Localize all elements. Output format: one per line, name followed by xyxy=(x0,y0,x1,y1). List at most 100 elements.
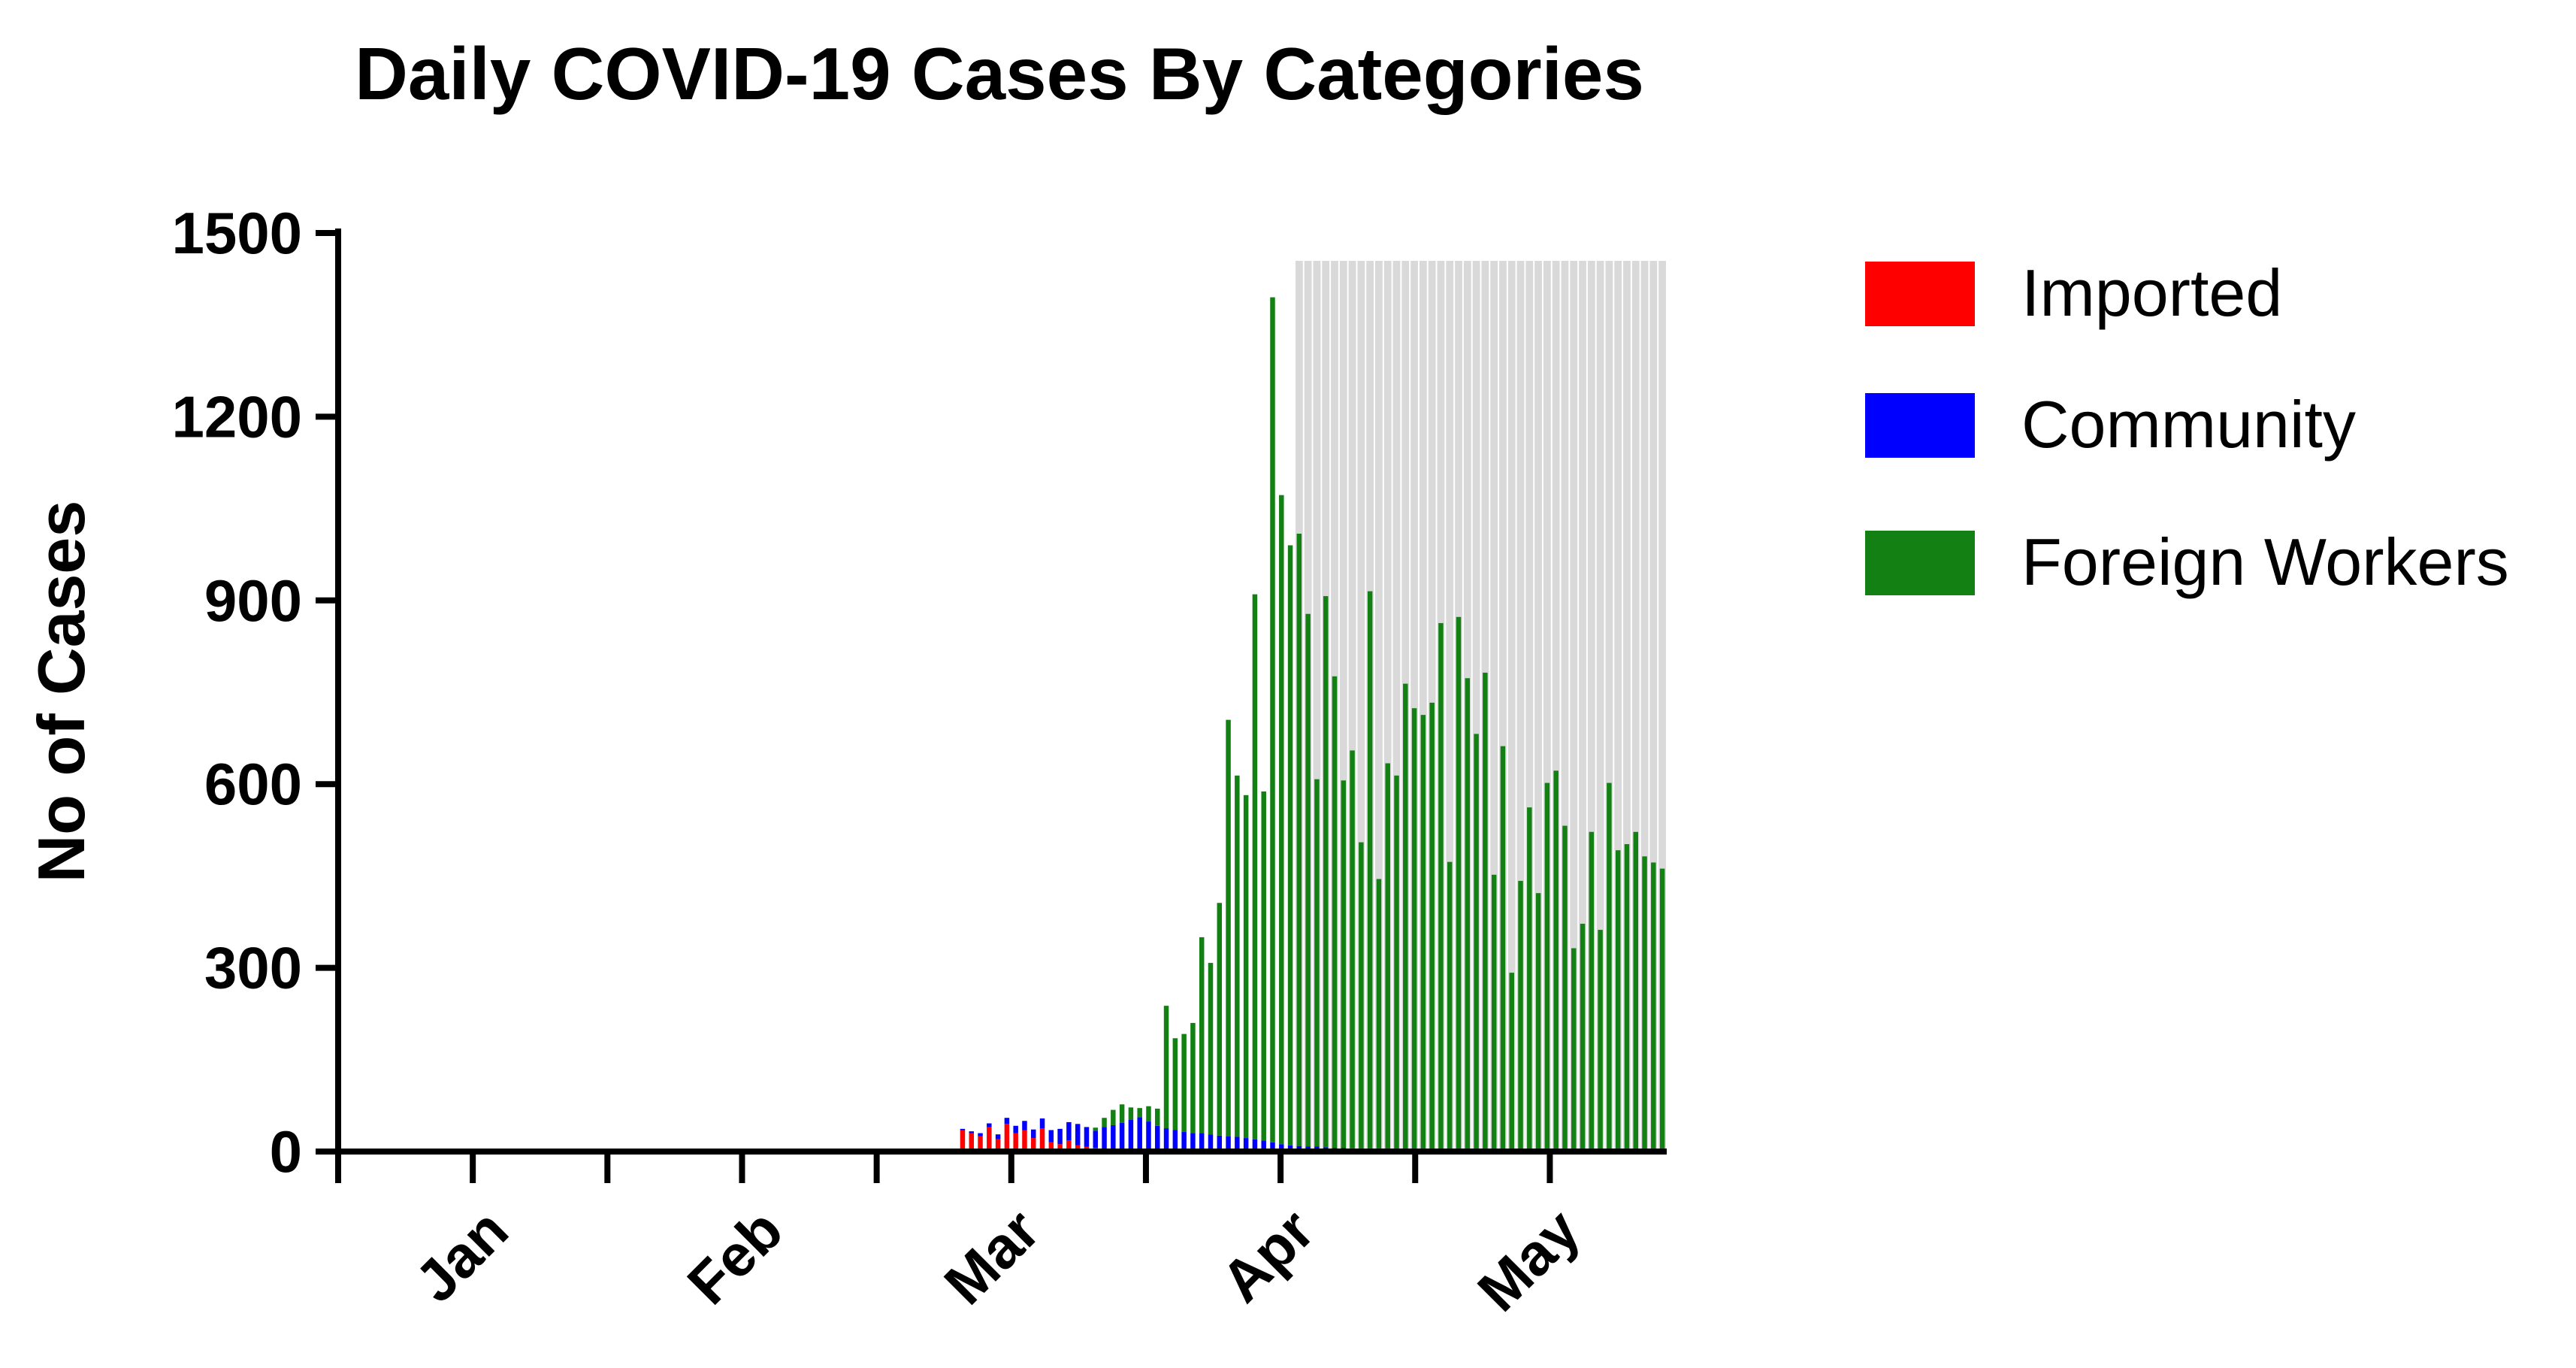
bar-community xyxy=(995,1134,1001,1139)
bar-community xyxy=(1181,1131,1187,1152)
y-tick-label: 1200 xyxy=(171,383,302,449)
x-tick-label: Mar xyxy=(932,1197,1052,1317)
y-tick-label: 600 xyxy=(204,751,302,817)
bar-foreign-workers xyxy=(1518,880,1523,1151)
legend-label-imported: Imported xyxy=(2021,256,2282,330)
bar-foreign-workers xyxy=(1341,780,1347,1149)
bar-foreign-workers xyxy=(1438,622,1444,1150)
bar-community xyxy=(1226,1136,1231,1152)
bar-community xyxy=(1261,1140,1266,1152)
bar-community xyxy=(1217,1135,1223,1152)
bar-foreign-workers xyxy=(1624,844,1630,1151)
bar-community xyxy=(1075,1124,1081,1146)
bar-imported xyxy=(1022,1130,1027,1152)
bar-community xyxy=(1146,1121,1151,1152)
bar-foreign-workers xyxy=(1535,893,1541,1151)
bar-community xyxy=(1235,1136,1240,1152)
bar-community xyxy=(1128,1119,1134,1151)
bar-foreign-workers xyxy=(1314,779,1320,1147)
bar-foreign-workers xyxy=(1420,715,1426,1150)
bar-community xyxy=(1172,1130,1178,1152)
bar-imported xyxy=(987,1127,992,1152)
bar-foreign-workers xyxy=(1474,734,1479,1151)
bar-foreign-workers xyxy=(1659,868,1665,1151)
x-ticks: Jan Feb Mar Apr May xyxy=(335,1152,1592,1324)
x-tick-label: Apr xyxy=(1208,1197,1326,1315)
legend-swatch-imported xyxy=(1865,262,1975,326)
bar-community xyxy=(1279,1144,1284,1152)
legend-swatch-foreign-workers xyxy=(1865,531,1975,595)
bar-community xyxy=(1066,1121,1072,1141)
bar-foreign-workers xyxy=(1287,545,1293,1146)
bar-foreign-workers xyxy=(1155,1108,1160,1126)
bar-foreign-workers xyxy=(1119,1104,1125,1123)
bar-foreign-workers xyxy=(1403,683,1408,1149)
bar-community xyxy=(1243,1138,1249,1152)
bar-foreign-workers xyxy=(1252,594,1258,1139)
bar-community xyxy=(1163,1128,1169,1152)
bar-imported xyxy=(1004,1124,1010,1152)
bar-foreign-workers xyxy=(1456,616,1462,1150)
bar-imported xyxy=(978,1136,983,1152)
bar-foreign-workers xyxy=(1093,1127,1099,1131)
y-tick-label: 900 xyxy=(204,567,302,634)
bar-foreign-workers xyxy=(1102,1118,1107,1127)
y-tick-label: 300 xyxy=(204,935,302,1001)
bar-community xyxy=(1102,1127,1107,1149)
bar-foreign-workers xyxy=(1146,1106,1151,1122)
bar-community xyxy=(1155,1125,1160,1152)
bar-community xyxy=(1190,1133,1196,1152)
bar-community xyxy=(1208,1134,1214,1152)
bar-foreign-workers xyxy=(1491,874,1497,1151)
bar-community xyxy=(1031,1129,1036,1139)
bar-foreign-workers xyxy=(1553,770,1559,1151)
bar-foreign-workers xyxy=(1465,678,1471,1150)
bar-imported xyxy=(1075,1145,1081,1152)
bar-imported xyxy=(995,1139,1001,1152)
bar-foreign-workers xyxy=(1509,973,1514,1151)
y-tick-label: 1500 xyxy=(171,200,302,266)
bar-foreign-workers xyxy=(1190,1022,1196,1133)
bar-community xyxy=(1287,1145,1293,1152)
bar-imported xyxy=(1013,1133,1018,1152)
bar-community xyxy=(1093,1130,1099,1149)
bar-imported xyxy=(1066,1140,1072,1152)
bar-community xyxy=(1119,1122,1125,1151)
y-ticks: 0 300 600 900 1200 1500 xyxy=(171,200,338,1185)
bar-foreign-workers xyxy=(1163,1006,1169,1129)
bar-community xyxy=(1199,1133,1205,1152)
bar-foreign-workers xyxy=(1394,775,1399,1149)
bar-foreign-workers xyxy=(1332,676,1338,1149)
bar-foreign-workers xyxy=(1243,794,1249,1139)
bar-foreign-workers xyxy=(1305,613,1311,1147)
bar-foreign-workers xyxy=(1208,963,1214,1135)
bars xyxy=(960,297,1665,1152)
bar-community xyxy=(1039,1118,1045,1129)
bar-foreign-workers xyxy=(1217,903,1223,1136)
x-tick-label: Feb xyxy=(675,1197,795,1317)
bar-foreign-workers xyxy=(1111,1109,1116,1125)
bar-community xyxy=(969,1131,974,1133)
legend-swatch-community xyxy=(1865,393,1975,458)
bar-foreign-workers xyxy=(1296,534,1302,1146)
bar-foreign-workers xyxy=(1323,596,1329,1148)
bar-community xyxy=(987,1123,992,1127)
bar-foreign-workers xyxy=(1571,948,1577,1151)
legend-label-community: Community xyxy=(2021,387,2356,462)
bar-foreign-workers xyxy=(1642,856,1647,1151)
bar-foreign-workers xyxy=(1261,791,1266,1141)
bar-foreign-workers xyxy=(1199,937,1205,1133)
bar-imported xyxy=(1039,1128,1045,1152)
bar-community xyxy=(1084,1127,1090,1147)
bar-imported xyxy=(960,1130,966,1152)
bar-community xyxy=(1270,1142,1275,1152)
bar-foreign-workers xyxy=(1376,879,1382,1149)
bar-foreign-workers xyxy=(1226,719,1231,1136)
bar-foreign-workers xyxy=(1589,831,1595,1151)
y-axis-label: No of Cases xyxy=(24,501,98,883)
bar-foreign-workers xyxy=(1367,591,1373,1149)
bar-foreign-workers xyxy=(1633,831,1638,1151)
bar-foreign-workers xyxy=(1527,807,1532,1151)
bar-foreign-workers xyxy=(1279,495,1284,1145)
